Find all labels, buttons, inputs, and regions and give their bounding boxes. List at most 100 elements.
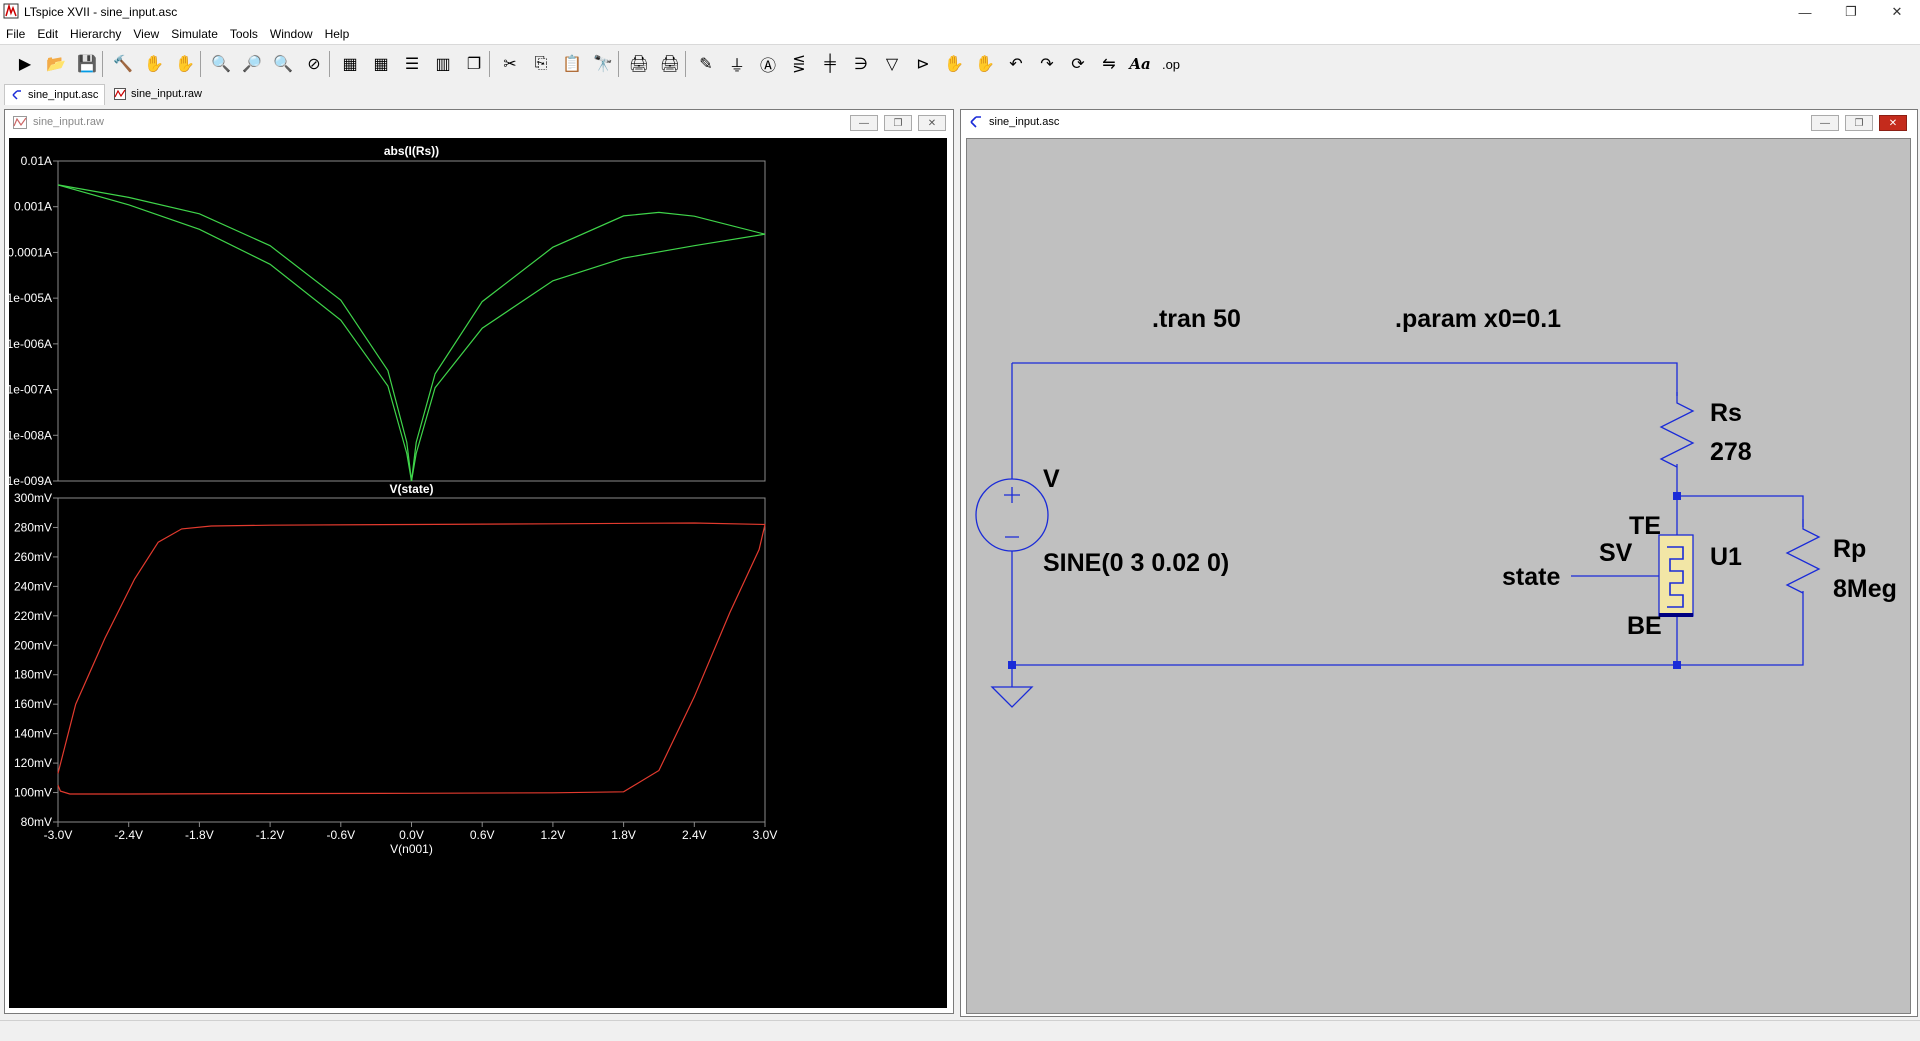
schematic-close-button[interactable]: ✕ [1879, 115, 1907, 131]
probe-button[interactable]: ✎ [693, 51, 719, 77]
tile-horizontal-icon: ☰ [404, 56, 420, 73]
pan-button[interactable]: ✋ [172, 51, 198, 77]
save-button[interactable]: 💾 [74, 51, 100, 77]
autorange-button[interactable]: ▦ [337, 51, 363, 77]
plot2-xtick-label: 2.4V [682, 828, 707, 842]
bottom-wire[interactable] [1012, 591, 1804, 666]
capacitor-icon: ╪ [824, 55, 836, 72]
toolbar-separator [329, 51, 330, 77]
grid-button[interactable]: ▦ [368, 51, 394, 77]
control-panel-button[interactable]: 🔨 [110, 51, 136, 77]
undo-button[interactable]: ↶ [1003, 51, 1029, 77]
rs-value[interactable]: 278 [1710, 438, 1752, 466]
waveform-window-titlebar[interactable]: sine_input.raw — ❐ ✕ [5, 110, 953, 136]
spice-directive-button[interactable]: .op [1158, 51, 1184, 77]
zoom-out-button[interactable]: 🔍 [270, 51, 296, 77]
top-wire[interactable] [1012, 362, 1678, 396]
memristor-u1[interactable] [1658, 534, 1694, 617]
menu-edit[interactable]: Edit [37, 27, 59, 41]
print-setup-button[interactable]: 🖨 [657, 51, 683, 77]
cut-button[interactable]: ✂ [497, 51, 523, 77]
rp-name[interactable]: Rp [1833, 535, 1866, 563]
resistor-button[interactable]: ⋚ [786, 51, 812, 77]
autorange-icon: ▦ [342, 56, 358, 73]
tile-horizontal-button[interactable]: ☰ [399, 51, 425, 77]
schematic-window-titlebar[interactable]: sine_input.asc — ❐ ✕ [961, 110, 1917, 136]
schematic-minimize-button[interactable]: — [1811, 115, 1839, 131]
open-button[interactable]: 📂 [43, 51, 69, 77]
plot1-ytick-label: 1e-007A [9, 383, 52, 397]
rs-name[interactable]: Rs [1710, 399, 1742, 427]
menu-file[interactable]: File [6, 27, 26, 41]
menu-tools[interactable]: Tools [229, 27, 258, 41]
text-icon: Aa [1129, 55, 1151, 73]
resistor-rs[interactable] [1659, 392, 1695, 468]
restore-button[interactable]: ❐ [1828, 0, 1874, 24]
run-button[interactable]: ▶ [12, 51, 38, 77]
text-button[interactable]: Aa [1127, 51, 1153, 77]
redo-button[interactable]: ↷ [1034, 51, 1060, 77]
print-button[interactable]: 🖨 [626, 51, 652, 77]
minimize-icon: — [1820, 117, 1830, 129]
move-icon: ✋ [944, 56, 964, 73]
zoom-area-button[interactable]: 🔎 [239, 51, 265, 77]
rp-top-wire[interactable] [1677, 495, 1804, 527]
tab-schematic[interactable]: sine_input.asc [4, 84, 106, 105]
menu-view[interactable]: View [133, 27, 160, 41]
drag-button[interactable]: ✋ [972, 51, 998, 77]
voltage-source-v[interactable] [975, 478, 1049, 552]
halt-button[interactable]: ✋ [141, 51, 167, 77]
rp-value[interactable]: 8Meg [1833, 575, 1897, 603]
resistor-rp[interactable] [1785, 519, 1821, 594]
paste-button[interactable]: 📋 [559, 51, 585, 77]
ground-button[interactable]: ⏚ [724, 51, 750, 77]
restore-icon: ❐ [1854, 117, 1864, 129]
diode-button[interactable]: ▽ [879, 51, 905, 77]
tran-directive[interactable]: .tran 50 [1152, 305, 1241, 333]
schematic-icon [970, 116, 981, 128]
cascade-button[interactable]: ❐ [461, 51, 487, 77]
plot1-series-1 [57, 184, 766, 482]
waveform-close-button[interactable]: ✕ [918, 115, 946, 131]
wires[interactable] [1011, 362, 1804, 687]
rotate-button[interactable]: ⟳ [1065, 51, 1091, 77]
plot2-title: V(state) [389, 482, 433, 496]
zoom-in-button[interactable]: 🔍 [208, 51, 234, 77]
param-directive[interactable]: .param x0=0.1 [1395, 305, 1561, 333]
plot1-ytick-label: 0.001A [14, 200, 52, 214]
capacitor-button[interactable]: ╪ [817, 51, 843, 77]
waveform-restore-button[interactable]: ❐ [884, 115, 912, 131]
minimize-button[interactable]: — [1782, 0, 1828, 24]
tile-vertical-button[interactable]: ▥ [430, 51, 456, 77]
menu-hierarchy[interactable]: Hierarchy [70, 27, 122, 41]
zoom-fit-button[interactable]: ⊘ [301, 51, 327, 77]
tab-waveform[interactable]: sine_input.raw [108, 84, 208, 104]
schematic-drawing[interactable]: .tran 50 .param x0=0.1 [967, 139, 1910, 1013]
plot1-ytick-label: 1e-009A [9, 474, 52, 488]
component-button[interactable]: ⊳ [910, 51, 936, 77]
source-value[interactable]: SINE(0 3 0.02 0) [1043, 549, 1229, 577]
menu-help[interactable]: Help [324, 27, 350, 41]
inductor-button[interactable]: ∋ [848, 51, 874, 77]
schematic-canvas[interactable]: .tran 50 .param x0=0.1 [966, 138, 1911, 1014]
menu-window[interactable]: Window [269, 27, 313, 41]
plot-area[interactable]: abs(I(Rs)) 0.01A 0.001A 0.0001A 1e-005A 1e-00… [7, 138, 947, 1008]
label-net-button[interactable]: Ⓐ [755, 51, 781, 77]
close-button[interactable]: ✕ [1874, 0, 1920, 24]
ground-icon[interactable] [990, 686, 1034, 708]
mirror-button[interactable]: ⇋ [1096, 51, 1122, 77]
status-bar [0, 1020, 1920, 1041]
schematic-window[interactable]: sine_input.asc — ❐ ✕ .tran 50 .param x0=… [960, 109, 1918, 1017]
find-button[interactable]: 🔭 [590, 51, 616, 77]
move-button[interactable]: ✋ [941, 51, 967, 77]
waveform-window[interactable]: sine_input.raw — ❐ ✕ abs(I(Rs)) 0.01A 0.00… [4, 109, 954, 1014]
schematic-restore-button[interactable]: ❐ [1845, 115, 1873, 131]
source-name[interactable]: V [1043, 465, 1060, 493]
rotate-icon: ⟳ [1071, 56, 1085, 73]
menu-simulate[interactable]: Simulate [171, 27, 218, 41]
u1-name[interactable]: U1 [1710, 543, 1742, 571]
state-net-label[interactable]: state [1502, 563, 1560, 591]
waveform-minimize-button[interactable]: — [850, 115, 878, 131]
waveform-plots[interactable]: abs(I(Rs)) 0.01A 0.001A 0.0001A 1e-005A 1e-00… [7, 138, 947, 1008]
copy-button[interactable]: ⎘ [528, 51, 554, 77]
